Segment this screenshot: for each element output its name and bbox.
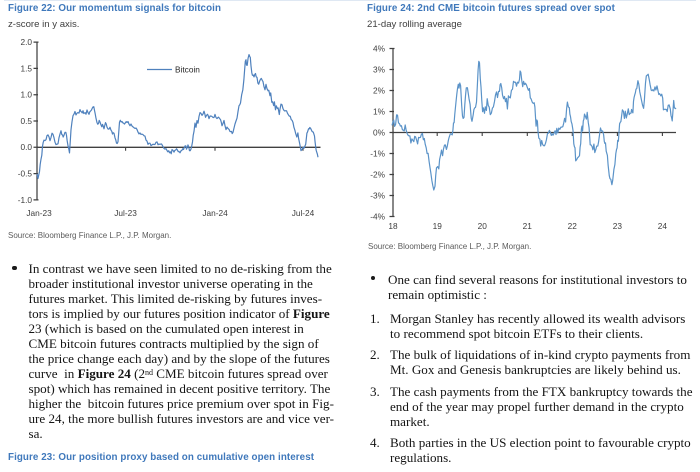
svg-text:3%: 3%	[373, 64, 386, 74]
svg-text:1.5: 1.5	[20, 63, 32, 73]
svg-text:-3%: -3%	[370, 190, 385, 200]
svg-text:18: 18	[388, 221, 398, 231]
svg-text:0.0: 0.0	[20, 142, 32, 152]
svg-text:Jul-23: Jul-23	[114, 208, 137, 218]
svg-text:-2%: -2%	[370, 169, 385, 179]
svg-text:19: 19	[433, 221, 443, 231]
svg-text:-0.5: -0.5	[18, 169, 33, 179]
svg-text:0%: 0%	[373, 127, 386, 137]
svg-text:23: 23	[613, 221, 623, 231]
svg-text:0.5: 0.5	[20, 116, 32, 126]
svg-text:1%: 1%	[373, 106, 386, 116]
svg-text:21: 21	[523, 221, 533, 231]
svg-text:Bitcoin: Bitcoin	[175, 65, 200, 75]
svg-text:Jul-24: Jul-24	[292, 208, 315, 218]
svg-text:2.0: 2.0	[20, 37, 32, 47]
svg-text:1.0: 1.0	[20, 90, 32, 100]
svg-text:4%: 4%	[373, 43, 386, 53]
svg-text:22: 22	[568, 221, 578, 231]
svg-text:-1.0: -1.0	[18, 195, 33, 205]
svg-text:2%: 2%	[373, 85, 386, 95]
svg-text:20: 20	[478, 221, 488, 231]
svg-text:-4%: -4%	[370, 211, 385, 221]
svg-text:24: 24	[658, 221, 668, 231]
svg-text:-1%: -1%	[370, 148, 385, 158]
svg-text:Jan-23: Jan-23	[26, 208, 52, 218]
svg-text:Jan-24: Jan-24	[202, 208, 228, 218]
